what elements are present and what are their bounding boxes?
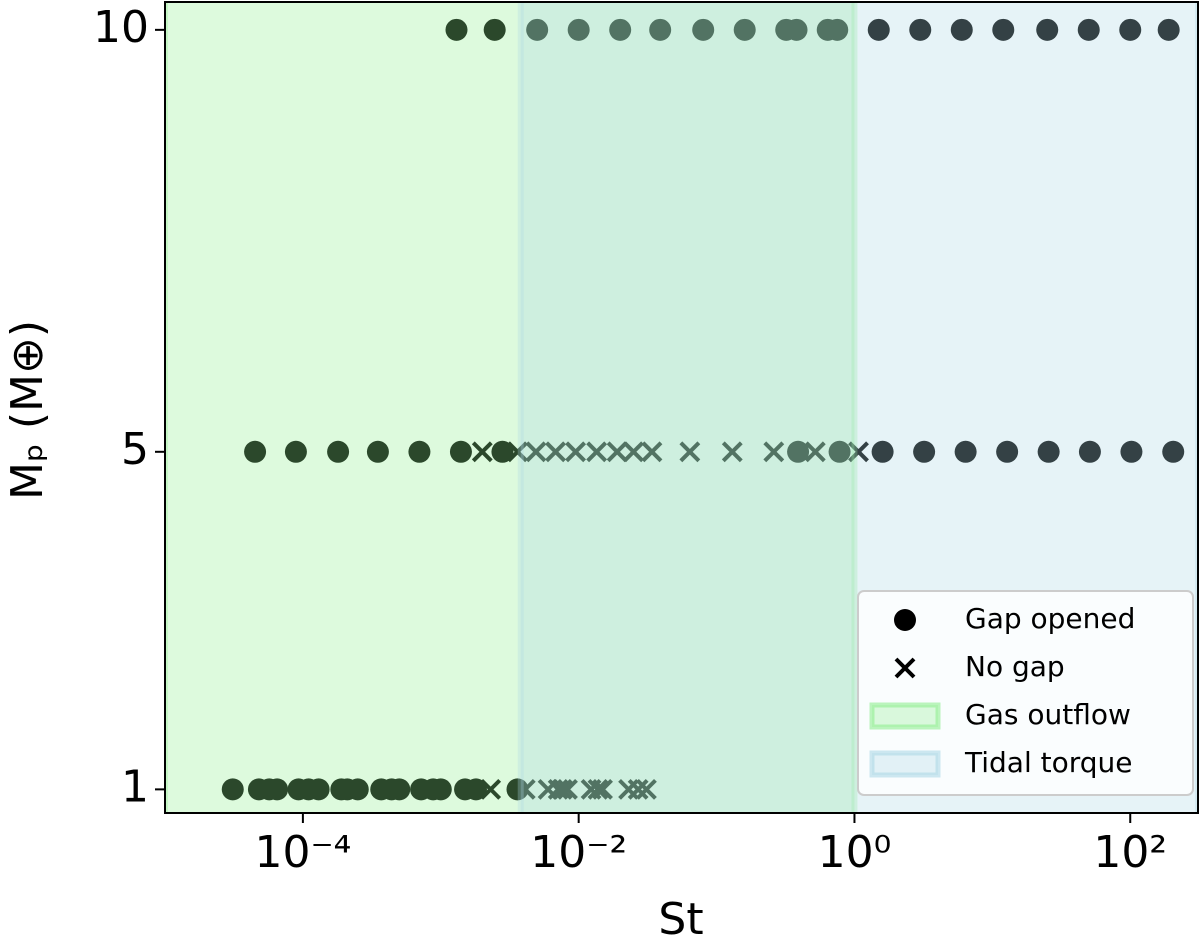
circle-marker (445, 18, 468, 41)
x-tick-label: 10⁻⁴ (254, 827, 351, 878)
circle-marker (992, 18, 1015, 41)
y-tick-label: 1 (121, 761, 149, 812)
circle-marker (867, 18, 890, 41)
circle-marker (284, 440, 307, 463)
circle-marker (1037, 440, 1060, 463)
x-marker (894, 657, 916, 679)
legend: Gap opened No gap Gas outflow Tidal torque (857, 590, 1194, 796)
circle-marker (913, 440, 936, 463)
circle-marker (429, 778, 452, 801)
circle-marker (950, 18, 973, 41)
circle-marker (266, 778, 289, 801)
circle-marker (221, 778, 244, 801)
circle-marker (1036, 18, 1059, 41)
legend-label: No gap (965, 650, 1065, 683)
x-axis-label: St (658, 894, 703, 945)
axes: 10⁻⁴ 10⁻² 10⁰ 10² 1 5 10 (93, 2, 1167, 878)
circle-marker (567, 18, 590, 41)
circle-marker (366, 440, 389, 463)
circle-marker (996, 440, 1019, 463)
x-marker (606, 441, 628, 463)
circle-marker (526, 18, 549, 41)
circle-marker (733, 18, 756, 41)
x-marker (471, 441, 493, 463)
x-marker (641, 441, 663, 463)
circle-marker (483, 18, 506, 41)
circle-marker (785, 18, 808, 41)
circle-marker (464, 778, 487, 801)
x-marker (557, 778, 578, 800)
circle-marker (909, 18, 932, 41)
circle-marker (1119, 18, 1142, 41)
y-tick-label: 10 (93, 2, 149, 53)
legend-label: Gap opened (965, 602, 1135, 635)
plot-frame (164, 1, 1199, 814)
x-marker (848, 441, 869, 463)
circle-marker (408, 440, 431, 463)
legend-label: Gas outflow (965, 698, 1131, 731)
x-marker (623, 441, 644, 463)
y-axis-label: Mₚ (M⊕) (2, 320, 53, 500)
legend-patch (869, 702, 941, 730)
x-marker (636, 778, 657, 800)
circle-marker (871, 440, 894, 463)
circle-marker (346, 778, 369, 801)
x-marker (586, 441, 608, 463)
circle-marker (828, 440, 851, 463)
circle-marker (1162, 440, 1185, 463)
circle-marker (1077, 18, 1100, 41)
y-tick-label: 5 (121, 424, 149, 475)
x-marker (507, 441, 528, 463)
x-marker (565, 441, 587, 463)
circle-marker (1078, 440, 1101, 463)
circle-marker (506, 778, 529, 801)
x-marker (721, 441, 743, 463)
circle-marker (787, 440, 810, 463)
x-marker (545, 441, 566, 463)
circle-marker (491, 440, 514, 463)
shaded-region (165, 2, 858, 813)
x-marker (627, 778, 649, 800)
x-tick-label: 10⁻² (530, 827, 627, 878)
circle-marker (449, 440, 472, 463)
circle-marker (327, 440, 350, 463)
x-marker (551, 778, 573, 800)
circle-marker (307, 778, 330, 801)
x-marker (804, 441, 826, 463)
x-marker (592, 778, 613, 800)
circle-marker (649, 18, 672, 41)
circle-marker (388, 778, 411, 801)
circle-marker (1157, 18, 1180, 41)
circle-marker (1120, 440, 1143, 463)
legend-box (857, 590, 1194, 796)
circle-marker (954, 440, 977, 463)
x-marker (514, 778, 536, 800)
legend-label: Tidal torque (964, 746, 1133, 779)
legend-patch (869, 750, 941, 778)
x-marker (480, 778, 502, 800)
circle-marker (826, 18, 849, 41)
x-marker (763, 441, 785, 463)
circle-marker (244, 440, 267, 463)
x-marker (525, 441, 547, 463)
circle-marker (609, 18, 632, 41)
circle-marker (692, 18, 715, 41)
x-marker (679, 441, 701, 463)
x-tick-label: 10⁰ (818, 827, 892, 878)
x-tick-label: 10² (1093, 827, 1167, 878)
circle-marker (894, 609, 916, 631)
x-marker (587, 778, 609, 800)
